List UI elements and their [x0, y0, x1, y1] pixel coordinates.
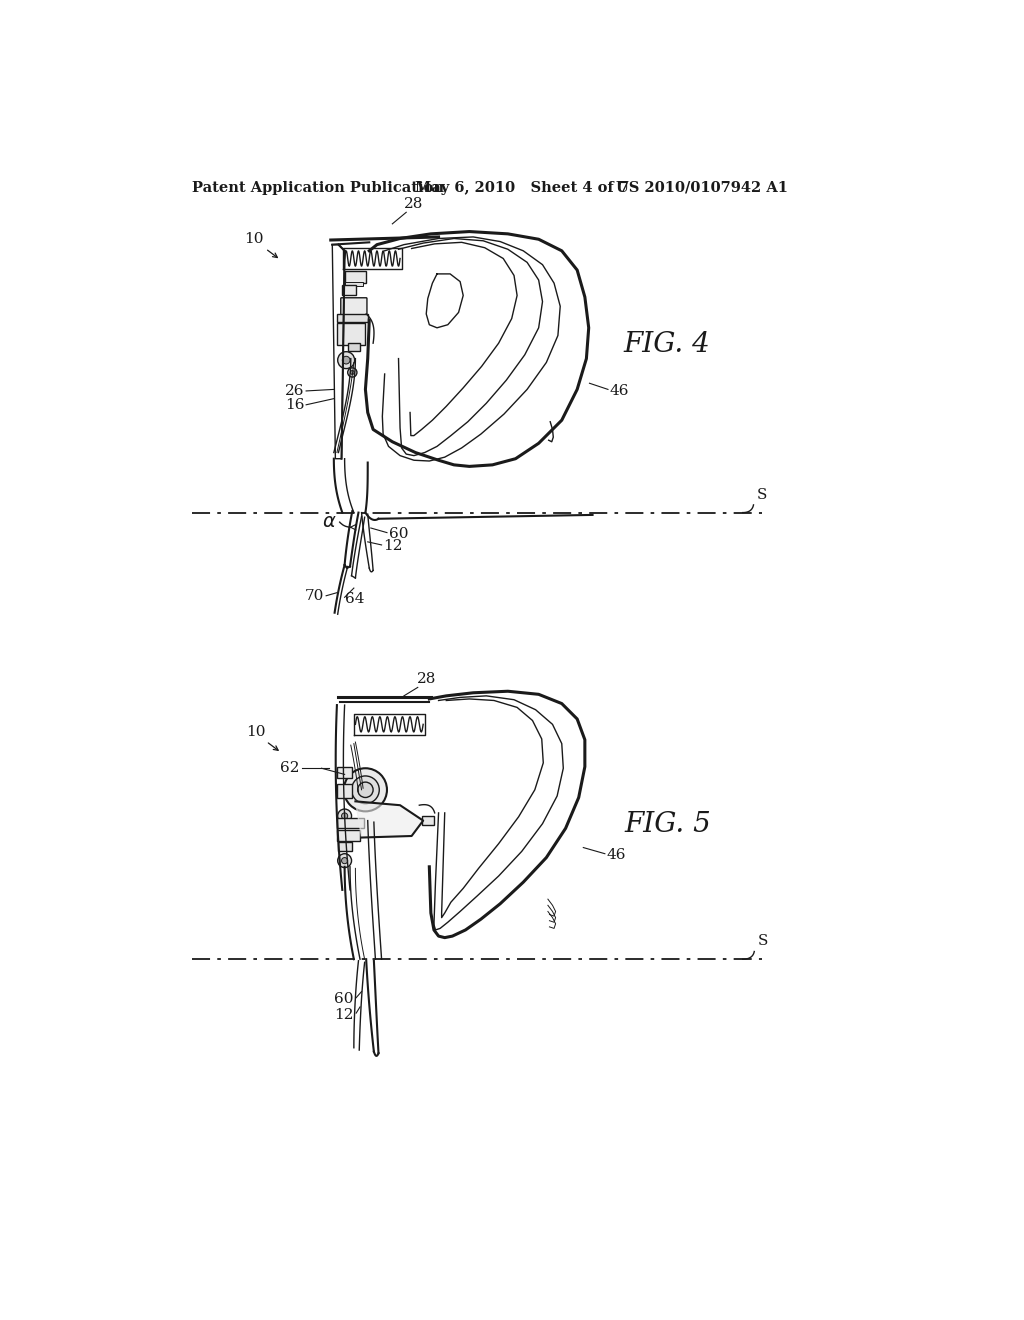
Circle shape — [350, 371, 354, 375]
Circle shape — [338, 351, 354, 368]
Text: 62: 62 — [281, 762, 300, 775]
Text: May 6, 2010   Sheet 4 of 7: May 6, 2010 Sheet 4 of 7 — [416, 181, 630, 194]
Text: S: S — [758, 933, 768, 948]
Bar — [345, 271, 367, 284]
Text: 64: 64 — [345, 591, 365, 606]
Circle shape — [351, 776, 379, 804]
Bar — [337, 314, 368, 322]
Text: 12: 12 — [335, 1007, 354, 1022]
Text: FIG. 5: FIG. 5 — [625, 810, 712, 838]
Bar — [422, 816, 434, 825]
Text: FIG. 4: FIG. 4 — [624, 331, 710, 358]
Circle shape — [348, 368, 357, 378]
Text: Patent Application Publication: Patent Application Publication — [193, 181, 444, 194]
Circle shape — [338, 854, 351, 867]
Text: 26: 26 — [285, 384, 304, 397]
Polygon shape — [355, 801, 423, 838]
Text: US 2010/0107942 A1: US 2010/0107942 A1 — [615, 181, 787, 194]
Bar — [348, 343, 360, 351]
FancyBboxPatch shape — [341, 298, 367, 317]
Bar — [337, 784, 352, 797]
Text: 28: 28 — [403, 197, 423, 211]
Circle shape — [357, 781, 373, 797]
Bar — [337, 767, 352, 779]
Text: 10: 10 — [245, 232, 264, 247]
Circle shape — [342, 813, 348, 818]
Bar — [337, 817, 364, 829]
Text: 60: 60 — [388, 527, 408, 541]
Circle shape — [342, 356, 350, 364]
Text: $\alpha$: $\alpha$ — [322, 513, 337, 531]
Text: 60: 60 — [335, 993, 354, 1006]
Bar — [337, 830, 360, 841]
Text: 16: 16 — [285, 397, 304, 412]
Text: 12: 12 — [383, 540, 402, 553]
Circle shape — [342, 858, 348, 863]
Text: 46: 46 — [606, 849, 626, 862]
Text: 46: 46 — [609, 384, 629, 397]
Text: 10: 10 — [246, 725, 265, 739]
Bar — [337, 323, 365, 345]
Bar — [345, 281, 364, 286]
Text: 28: 28 — [417, 672, 436, 686]
Bar — [342, 285, 356, 294]
Text: S: S — [757, 488, 767, 502]
Circle shape — [344, 768, 387, 812]
Text: 70: 70 — [305, 589, 325, 603]
Circle shape — [338, 809, 351, 822]
Bar — [339, 842, 352, 851]
